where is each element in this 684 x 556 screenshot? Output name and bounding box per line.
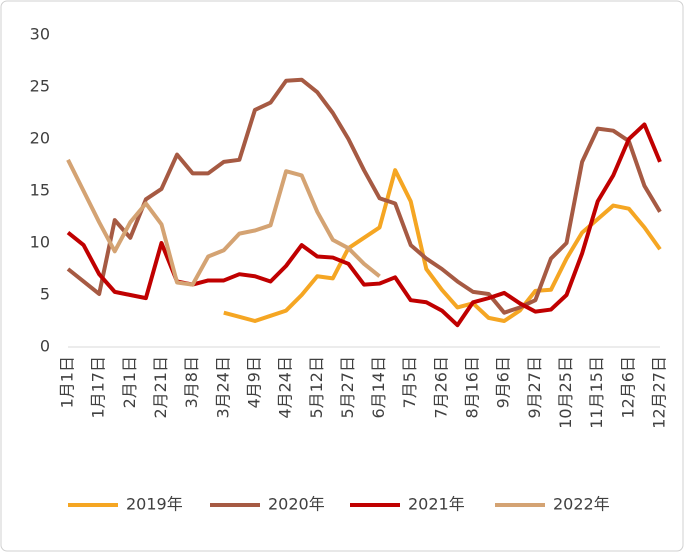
x-tick-label: 3月8日	[182, 356, 201, 408]
x-tick-label: 12月6日	[618, 356, 637, 419]
x-tick-label: 2月21日	[151, 356, 170, 419]
x-tick-label: 4月24日	[276, 356, 295, 419]
series-line	[223, 168, 662, 323]
series-line	[66, 122, 662, 328]
x-tick-label: 5月27日	[338, 356, 357, 419]
x-tick-label: 12月27日	[650, 356, 669, 429]
y-tick-label: 15	[30, 181, 50, 200]
x-tick-label: 10月25日	[556, 356, 575, 429]
y-tick-label: 20	[30, 129, 50, 148]
x-tick-label: 5月12日	[307, 356, 326, 419]
y-tick-label: 5	[40, 285, 50, 304]
y-tick-label: 10	[30, 233, 50, 252]
y-tick-label: 25	[30, 77, 50, 96]
x-tick-label: 9月27日	[525, 356, 544, 419]
x-tick-label: 3月24日	[213, 356, 232, 419]
x-tick-label: 7月5日	[400, 356, 419, 408]
x-tick-label: 8月16日	[463, 356, 482, 419]
x-tick-label: 9月6日	[494, 356, 513, 408]
series-line	[66, 77, 662, 315]
x-tick-label: 1月17日	[89, 356, 108, 419]
y-tick-label: 30	[30, 25, 50, 44]
x-tick-label: 4月9日	[244, 356, 263, 408]
y-tick-label: 0	[40, 337, 50, 356]
series-line	[66, 158, 381, 287]
x-tick-label: 2月1日	[120, 356, 139, 408]
legend-label: 2021年	[408, 495, 465, 514]
x-tick-label: 7月26日	[431, 356, 450, 419]
x-tick-label: 11月15日	[587, 356, 606, 429]
legend-label: 2020年	[268, 495, 325, 514]
x-tick-label: 6月14日	[369, 356, 388, 419]
legend-label: 2022年	[553, 495, 610, 514]
legend-label: 2019年	[126, 495, 183, 514]
x-tick-label: 1月1日	[58, 356, 77, 408]
